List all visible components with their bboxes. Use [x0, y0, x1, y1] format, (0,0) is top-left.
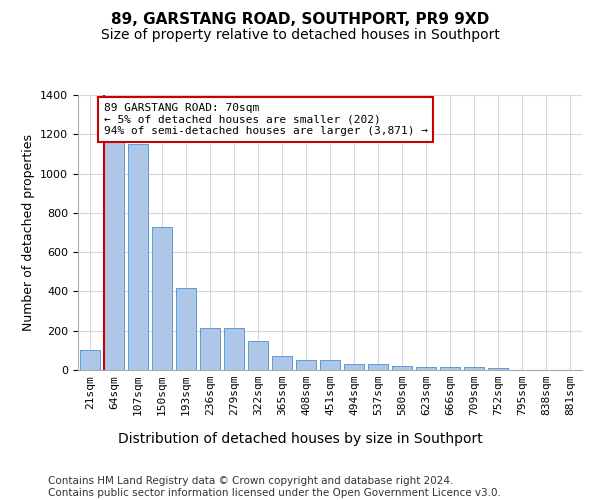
Bar: [224, 328, 244, 370]
Bar: [344, 364, 364, 370]
Text: Contains HM Land Registry data © Crown copyright and database right 2024.
Contai: Contains HM Land Registry data © Crown c…: [48, 476, 501, 498]
Bar: [368, 364, 388, 370]
Bar: [272, 356, 292, 370]
Bar: [104, 142, 124, 370]
Bar: [416, 367, 436, 370]
Bar: [392, 366, 412, 370]
Bar: [320, 360, 340, 370]
Text: Size of property relative to detached houses in Southport: Size of property relative to detached ho…: [101, 28, 499, 42]
Bar: [176, 288, 196, 370]
Text: 89, GARSTANG ROAD, SOUTHPORT, PR9 9XD: 89, GARSTANG ROAD, SOUTHPORT, PR9 9XD: [111, 12, 489, 28]
Bar: [488, 368, 508, 370]
Bar: [152, 226, 172, 370]
Y-axis label: Number of detached properties: Number of detached properties: [22, 134, 35, 331]
Bar: [248, 340, 268, 370]
Bar: [80, 350, 100, 370]
Bar: [200, 328, 220, 370]
Bar: [128, 144, 148, 370]
Text: 89 GARSTANG ROAD: 70sqm
← 5% of detached houses are smaller (202)
94% of semi-de: 89 GARSTANG ROAD: 70sqm ← 5% of detached…: [104, 103, 428, 136]
Bar: [440, 367, 460, 370]
Bar: [464, 367, 484, 370]
Bar: [296, 360, 316, 370]
Text: Distribution of detached houses by size in Southport: Distribution of detached houses by size …: [118, 432, 482, 446]
